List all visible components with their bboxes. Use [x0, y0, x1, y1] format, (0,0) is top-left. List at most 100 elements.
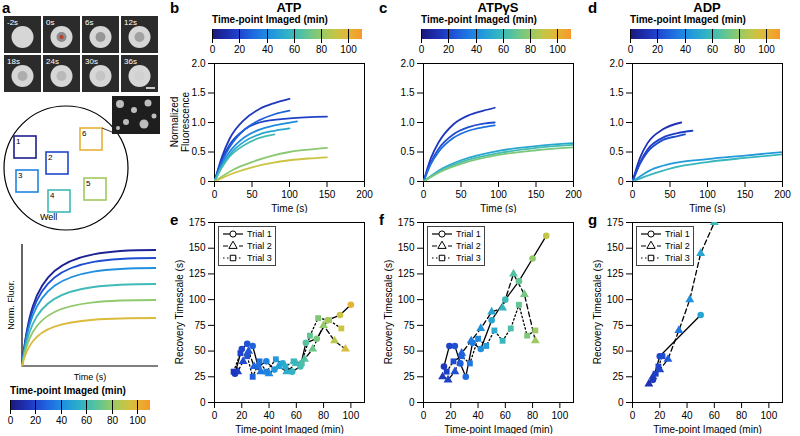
svg-text:75: 75 — [403, 320, 415, 331]
svg-text:100: 100 — [699, 189, 716, 200]
svg-text:6s: 6s — [85, 18, 93, 27]
svg-text:2.0: 2.0 — [192, 58, 206, 69]
svg-text:100: 100 — [340, 44, 357, 55]
svg-text:80: 80 — [527, 410, 539, 421]
svg-text:1.0: 1.0 — [610, 117, 624, 128]
svg-text:80: 80 — [318, 410, 330, 421]
svg-text:40: 40 — [56, 415, 68, 426]
svg-text:Recovery Timescale (s): Recovery Timescale (s) — [383, 260, 394, 364]
svg-text:1.0: 1.0 — [401, 117, 415, 128]
svg-text:0: 0 — [200, 397, 206, 408]
svg-text:150: 150 — [528, 189, 545, 200]
svg-text:0: 0 — [628, 44, 634, 55]
svg-text:0.5: 0.5 — [192, 146, 206, 157]
svg-text:0: 0 — [409, 176, 415, 187]
svg-text:60: 60 — [709, 410, 721, 421]
svg-text:20: 20 — [652, 44, 664, 55]
svg-text:0: 0 — [630, 189, 636, 200]
svg-text:Time (s): Time (s) — [74, 372, 107, 382]
svg-text:0: 0 — [618, 176, 624, 187]
svg-text:Time-point Imaged (min): Time-point Imaged (min) — [10, 385, 126, 396]
svg-text:5: 5 — [86, 179, 91, 188]
svg-text:Time (s): Time (s) — [689, 203, 725, 214]
svg-text:200: 200 — [356, 189, 373, 200]
svg-text:100: 100 — [398, 294, 415, 305]
svg-text:2.0: 2.0 — [610, 58, 624, 69]
svg-text:175: 175 — [189, 217, 206, 228]
svg-text:60: 60 — [81, 415, 93, 426]
svg-text:20: 20 — [443, 44, 455, 55]
svg-text:Recovery Timescale (s): Recovery Timescale (s) — [592, 260, 603, 364]
svg-text:NormalizedFluorescence: NormalizedFluorescence — [169, 92, 191, 152]
svg-text:30s: 30s — [85, 57, 98, 66]
svg-text:0.5: 0.5 — [401, 146, 415, 157]
svg-text:24s: 24s — [46, 57, 59, 66]
svg-text:75: 75 — [194, 320, 206, 331]
svg-text:150: 150 — [737, 189, 754, 200]
svg-text:1.5: 1.5 — [401, 87, 415, 98]
svg-text:25: 25 — [403, 371, 415, 382]
svg-text:2: 2 — [48, 153, 53, 162]
svg-text:40: 40 — [263, 410, 275, 421]
svg-text:Time-point Imaged (min): Time-point Imaged (min) — [212, 14, 328, 25]
svg-text:60: 60 — [291, 410, 303, 421]
svg-text:1.0: 1.0 — [192, 117, 206, 128]
svg-text:0: 0 — [212, 189, 218, 200]
svg-text:100: 100 — [549, 44, 566, 55]
svg-text:80: 80 — [736, 410, 748, 421]
svg-text:60: 60 — [498, 44, 510, 55]
svg-text:0: 0 — [630, 410, 636, 421]
svg-text:20: 20 — [234, 44, 246, 55]
svg-text:3: 3 — [18, 171, 23, 180]
svg-text:50: 50 — [455, 189, 467, 200]
svg-text:40: 40 — [681, 410, 693, 421]
svg-text:18s: 18s — [7, 57, 20, 66]
svg-text:80: 80 — [734, 44, 746, 55]
svg-text:60: 60 — [289, 44, 301, 55]
svg-text:Recovery Timescale (s): Recovery Timescale (s) — [174, 260, 185, 364]
svg-text:0: 0 — [212, 410, 218, 421]
svg-text:50: 50 — [664, 189, 676, 200]
svg-text:100: 100 — [552, 410, 569, 421]
svg-text:100: 100 — [189, 294, 206, 305]
svg-text:20: 20 — [236, 410, 248, 421]
svg-text:Well: Well — [40, 212, 57, 222]
svg-text:-2s: -2s — [7, 18, 18, 27]
svg-text:40: 40 — [262, 44, 274, 55]
svg-text:25: 25 — [612, 371, 624, 382]
svg-text:20: 20 — [654, 410, 666, 421]
svg-text:1.5: 1.5 — [610, 87, 624, 98]
svg-text:125: 125 — [189, 268, 206, 279]
svg-text:150: 150 — [189, 242, 206, 253]
svg-text:0.5: 0.5 — [610, 146, 624, 157]
svg-text:75: 75 — [612, 320, 624, 331]
svg-text:100: 100 — [758, 44, 775, 55]
svg-text:12s: 12s — [124, 18, 137, 27]
svg-text:Time-point Imaged (min): Time-point Imaged (min) — [421, 14, 537, 25]
svg-text:4: 4 — [50, 191, 55, 200]
svg-text:100: 100 — [761, 410, 778, 421]
svg-text:80: 80 — [525, 44, 537, 55]
svg-text:150: 150 — [319, 189, 336, 200]
svg-text:40: 40 — [680, 44, 692, 55]
svg-text:1: 1 — [16, 137, 21, 146]
svg-text:Time (s): Time (s) — [480, 203, 516, 214]
svg-text:50: 50 — [194, 345, 206, 356]
svg-text:150: 150 — [607, 242, 624, 253]
svg-text:1.5: 1.5 — [192, 87, 206, 98]
svg-text:0: 0 — [421, 189, 427, 200]
svg-text:0: 0 — [8, 415, 14, 426]
svg-text:Time (s): Time (s) — [271, 203, 307, 214]
svg-text:Time-point Imaged (min): Time-point Imaged (min) — [444, 424, 553, 435]
svg-text:80: 80 — [316, 44, 328, 55]
svg-text:60: 60 — [707, 44, 719, 55]
svg-text:36s: 36s — [124, 57, 137, 66]
svg-text:2.0: 2.0 — [401, 58, 415, 69]
svg-text:0: 0 — [210, 44, 216, 55]
svg-text:25: 25 — [194, 371, 206, 382]
svg-text:200: 200 — [774, 189, 791, 200]
svg-text:80: 80 — [107, 415, 119, 426]
svg-text:40: 40 — [472, 410, 484, 421]
svg-text:60: 60 — [500, 410, 512, 421]
svg-text:0: 0 — [419, 44, 425, 55]
